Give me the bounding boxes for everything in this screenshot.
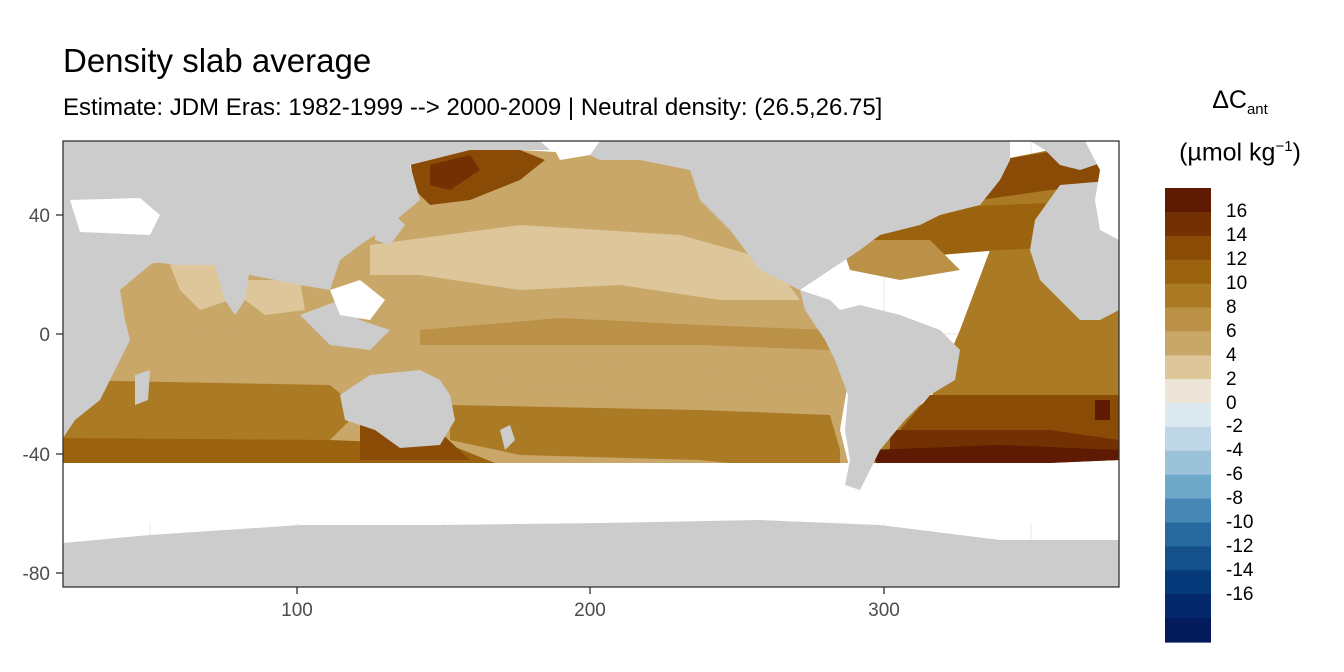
x-tick-label: 100 bbox=[281, 600, 313, 621]
y-tick-label: 0 bbox=[39, 325, 50, 346]
legend-color-step bbox=[1165, 331, 1211, 356]
indian-equatorial bbox=[120, 330, 330, 385]
legend-color-step bbox=[1165, 498, 1211, 524]
southern-ocean-no-data bbox=[63, 463, 1119, 523]
legend-color-step bbox=[1165, 594, 1211, 619]
legend-tick-label: 14 bbox=[1226, 225, 1248, 247]
south-america bbox=[800, 290, 960, 490]
y-tick-label: -80 bbox=[23, 564, 50, 585]
legend-tick-label: 2 bbox=[1226, 368, 1237, 390]
mediterranean-gap bbox=[70, 198, 160, 235]
legend-delta-sub: ant bbox=[1246, 101, 1268, 118]
plot-title: Density slab average bbox=[63, 42, 372, 79]
bering-gap bbox=[550, 141, 600, 160]
okhotsk-darkest bbox=[430, 155, 480, 190]
bay-of-bengal bbox=[245, 280, 305, 315]
nordic-gap bbox=[1085, 141, 1119, 240]
coastal-no-data bbox=[70, 141, 1119, 320]
legend-title-symbol: ΔCant bbox=[1162, 86, 1318, 118]
axis-ticks bbox=[56, 214, 885, 594]
new-zealand bbox=[500, 425, 515, 450]
legend-tick-label: 6 bbox=[1226, 320, 1237, 342]
x-tick-label: 300 bbox=[868, 600, 900, 621]
legend-tick-label: 4 bbox=[1226, 344, 1237, 366]
panel-border bbox=[62, 140, 1120, 588]
madagascar bbox=[135, 370, 150, 405]
legend-color-step bbox=[1165, 450, 1211, 476]
y-tick-label: -40 bbox=[23, 445, 50, 466]
map-panel bbox=[63, 141, 1119, 587]
asia bbox=[63, 141, 550, 290]
legend-color-step bbox=[1165, 283, 1211, 309]
y-tick-label: 40 bbox=[29, 206, 50, 227]
axis-labels: 40 0 -40 -80 100 200 300 bbox=[23, 206, 900, 621]
legend-color-step bbox=[1165, 211, 1211, 237]
antarctica bbox=[63, 520, 1119, 587]
arabian-sea bbox=[170, 260, 230, 310]
legend-color-step bbox=[1165, 188, 1211, 213]
benguela-darkest bbox=[1095, 400, 1110, 420]
indonesia bbox=[300, 300, 390, 350]
legend-color-step bbox=[1165, 546, 1211, 571]
legend-tick-label: -4 bbox=[1226, 440, 1243, 462]
legend-tick-label: 8 bbox=[1226, 297, 1237, 318]
legend-color-step bbox=[1165, 307, 1211, 332]
legend-tick-label: 16 bbox=[1226, 201, 1248, 223]
europe-africa-east bbox=[1030, 180, 1119, 320]
legend-tick-label: -10 bbox=[1226, 512, 1254, 533]
legend-unit-prefix: (µmol kg bbox=[1179, 138, 1276, 167]
japan bbox=[375, 215, 405, 245]
legend-color-step bbox=[1165, 403, 1211, 428]
legend-tick-label: -14 bbox=[1226, 559, 1254, 581]
legend-color-step bbox=[1165, 235, 1211, 261]
north-pacific-light-band bbox=[370, 225, 800, 300]
x-tick-label: 200 bbox=[574, 600, 606, 621]
legend-tick-label: 10 bbox=[1226, 273, 1248, 295]
legend-color-step bbox=[1165, 570, 1211, 595]
legend-tick-label: 12 bbox=[1226, 249, 1248, 271]
legend-color-step bbox=[1165, 379, 1211, 404]
legend-tick-label: -2 bbox=[1226, 416, 1243, 438]
south-pacific-light bbox=[500, 355, 820, 395]
equatorial-pacific-band bbox=[420, 318, 830, 350]
legend-tick-label: -6 bbox=[1226, 464, 1243, 486]
legend-tick-label: -8 bbox=[1226, 488, 1243, 510]
legend-color-step bbox=[1165, 618, 1211, 643]
south-china-sea-gap bbox=[330, 280, 385, 320]
legend-color-step bbox=[1165, 474, 1211, 500]
australia bbox=[340, 370, 455, 448]
south-pacific-deep-band bbox=[450, 405, 840, 475]
india bbox=[215, 265, 250, 315]
north-america bbox=[560, 141, 1010, 290]
legend-tick-label: -12 bbox=[1226, 535, 1254, 557]
legend-color-step bbox=[1165, 426, 1211, 452]
legend-unit-sup: −1 bbox=[1275, 138, 1293, 155]
legend-tick-label: -16 bbox=[1226, 583, 1254, 605]
plot-subtitle: Estimate: JDM Eras: 1982-1999 --> 2000-2… bbox=[63, 94, 883, 121]
legend-colorbar bbox=[1165, 188, 1211, 643]
legend-delta: ΔC bbox=[1212, 86, 1247, 114]
indian-south-band bbox=[63, 380, 360, 440]
legend-unit-suffix: ) bbox=[1292, 138, 1301, 167]
legend-color-step bbox=[1165, 259, 1211, 285]
legend-title-unit: (µmol kg−1) bbox=[1162, 138, 1318, 167]
legend-tick-label: 0 bbox=[1226, 392, 1237, 414]
legend-color-step bbox=[1165, 522, 1211, 548]
subtropical-atlantic bbox=[840, 240, 960, 280]
legend-color-step bbox=[1165, 355, 1211, 380]
